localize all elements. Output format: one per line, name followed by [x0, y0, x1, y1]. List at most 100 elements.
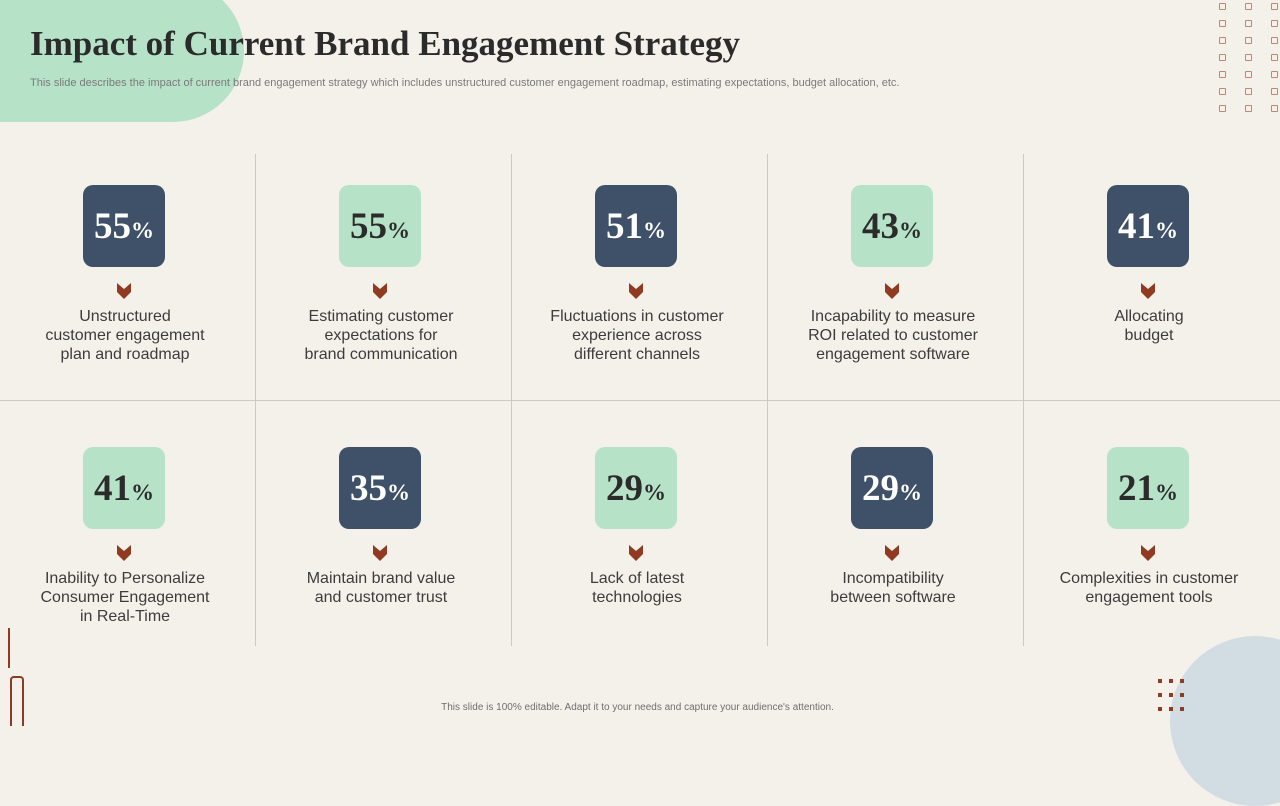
percentage-value: 41 [1118, 205, 1155, 247]
decorative-dot [1158, 707, 1162, 711]
decorative-dot [1245, 54, 1252, 61]
stat-card: 41% Inability to Personalize Consumer Eng… [0, 416, 254, 662]
slide-subtitle: This slide describes the impact of curre… [30, 77, 900, 89]
percent-sign: % [1155, 480, 1178, 505]
percentage-value: 41 [94, 467, 131, 509]
chevron-down-icon [885, 283, 899, 299]
chevron-down-icon [117, 283, 131, 299]
stat-description: Unstructured customer engagement plan an… [45, 308, 205, 363]
grid-divider-vertical [1023, 154, 1024, 646]
chevron-down-icon [629, 545, 643, 561]
decorative-dot [1271, 88, 1278, 95]
percentage-badge: 21% [1107, 447, 1189, 529]
percentage-value: 35 [350, 467, 387, 509]
percent-sign: % [387, 480, 410, 505]
decorative-dot [1219, 71, 1226, 78]
chevron-down-icon [1141, 283, 1155, 299]
percentage-value: 29 [862, 467, 899, 509]
decorative-dot [1169, 693, 1173, 697]
percent-sign: % [899, 218, 922, 243]
stat-description: Incompatibility between software [830, 570, 956, 606]
percentage-badge: 29% [595, 447, 677, 529]
decorative-dot [1169, 707, 1173, 711]
decorative-dot [1271, 37, 1278, 44]
decorative-dot [1271, 3, 1278, 10]
percentage-badge: 55% [83, 185, 165, 267]
percentage-badge: 29% [851, 447, 933, 529]
stat-description: Estimating customer expectations for bra… [304, 308, 458, 363]
chevron-down-icon [885, 545, 899, 561]
decorative-dot [1180, 707, 1184, 711]
stat-description: Maintain brand value and customer trust [306, 570, 456, 606]
chevron-down-icon [373, 283, 387, 299]
decorative-dot [1271, 54, 1278, 61]
decorative-dot [1245, 71, 1252, 78]
decorative-blob-top-left [0, 0, 244, 122]
grid-divider-horizontal [0, 400, 1280, 401]
chevron-down-icon [629, 283, 643, 299]
grid-divider-vertical [255, 154, 256, 646]
stat-card: 35% Maintain brand value and customer tru… [254, 416, 510, 662]
percent-sign: % [131, 480, 154, 505]
stat-description: Lack of latest technologies [589, 570, 685, 606]
stat-card: 29% Incompatibility between software [766, 416, 1022, 662]
decorative-dot [1271, 71, 1278, 78]
percentage-badge: 41% [83, 447, 165, 529]
stat-card: 21% Complexities in customer engagement t… [1022, 416, 1278, 662]
stat-card: 29% Lack of latest technologies [510, 416, 766, 662]
percentage-value: 21 [1118, 467, 1155, 509]
decorative-dot [1180, 693, 1184, 697]
percent-sign: % [1155, 218, 1178, 243]
decorative-dot [1219, 37, 1226, 44]
stat-card: 55% Unstructured customer engagement plan… [0, 154, 254, 400]
percentage-badge: 41% [1107, 185, 1189, 267]
decorative-dot [1245, 37, 1252, 44]
decorative-dot [1219, 20, 1226, 27]
stat-description: Inability to Personalize Consumer Engage… [40, 570, 210, 625]
decorative-dot [1245, 3, 1252, 10]
percent-sign: % [131, 218, 154, 243]
chevron-down-icon [373, 545, 387, 561]
decorative-dot [1271, 20, 1278, 27]
slide-footer: This slide is 100% editable. Adapt it to… [441, 702, 834, 713]
stat-card: 41% Allocating budget [1022, 154, 1278, 400]
decorative-dot [1158, 679, 1162, 683]
decorative-dots-bottom-right [1158, 679, 1188, 719]
decorative-dot [1158, 693, 1162, 697]
grid-divider-vertical [511, 154, 512, 646]
percentage-value: 55 [94, 205, 131, 247]
decorative-dot [1219, 88, 1226, 95]
percent-sign: % [643, 480, 666, 505]
percent-sign: % [387, 218, 410, 243]
stat-card: 55% Estimating customer expectations for … [254, 154, 510, 400]
slide-title: Impact of Current Brand Engagement Strat… [30, 24, 740, 63]
stat-card: 43% Incapability to measure ROI related t… [766, 154, 1022, 400]
grid-divider-vertical [767, 154, 768, 646]
stat-description: Allocating budget [1114, 308, 1184, 344]
percentage-badge: 43% [851, 185, 933, 267]
stat-description: Incapability to measure ROI related to c… [808, 308, 978, 363]
decorative-dot [1245, 105, 1252, 112]
stat-card: 51% Fluctuations in customer experience a… [510, 154, 766, 400]
percent-sign: % [643, 218, 666, 243]
chevron-down-icon [117, 545, 131, 561]
chevron-down-icon [1141, 545, 1155, 561]
decorative-dot [1271, 105, 1278, 112]
decorative-bracket-left [10, 676, 24, 726]
percentage-value: 51 [606, 205, 643, 247]
decorative-dot [1219, 105, 1226, 112]
decorative-dot [1245, 20, 1252, 27]
percentage-value: 55 [350, 205, 387, 247]
decorative-dot [1245, 88, 1252, 95]
percentage-badge: 51% [595, 185, 677, 267]
percentage-badge: 55% [339, 185, 421, 267]
stat-description: Fluctuations in customer experience acro… [550, 308, 724, 363]
stat-description: Complexities in customer engagement tool… [1059, 570, 1239, 606]
decorative-dot [1180, 679, 1184, 683]
percentage-value: 43 [862, 205, 899, 247]
decorative-dot [1219, 3, 1226, 10]
decorative-dot-grid [1219, 3, 1280, 115]
decorative-line-left [8, 628, 10, 668]
decorative-dot [1219, 54, 1226, 61]
percent-sign: % [899, 480, 922, 505]
